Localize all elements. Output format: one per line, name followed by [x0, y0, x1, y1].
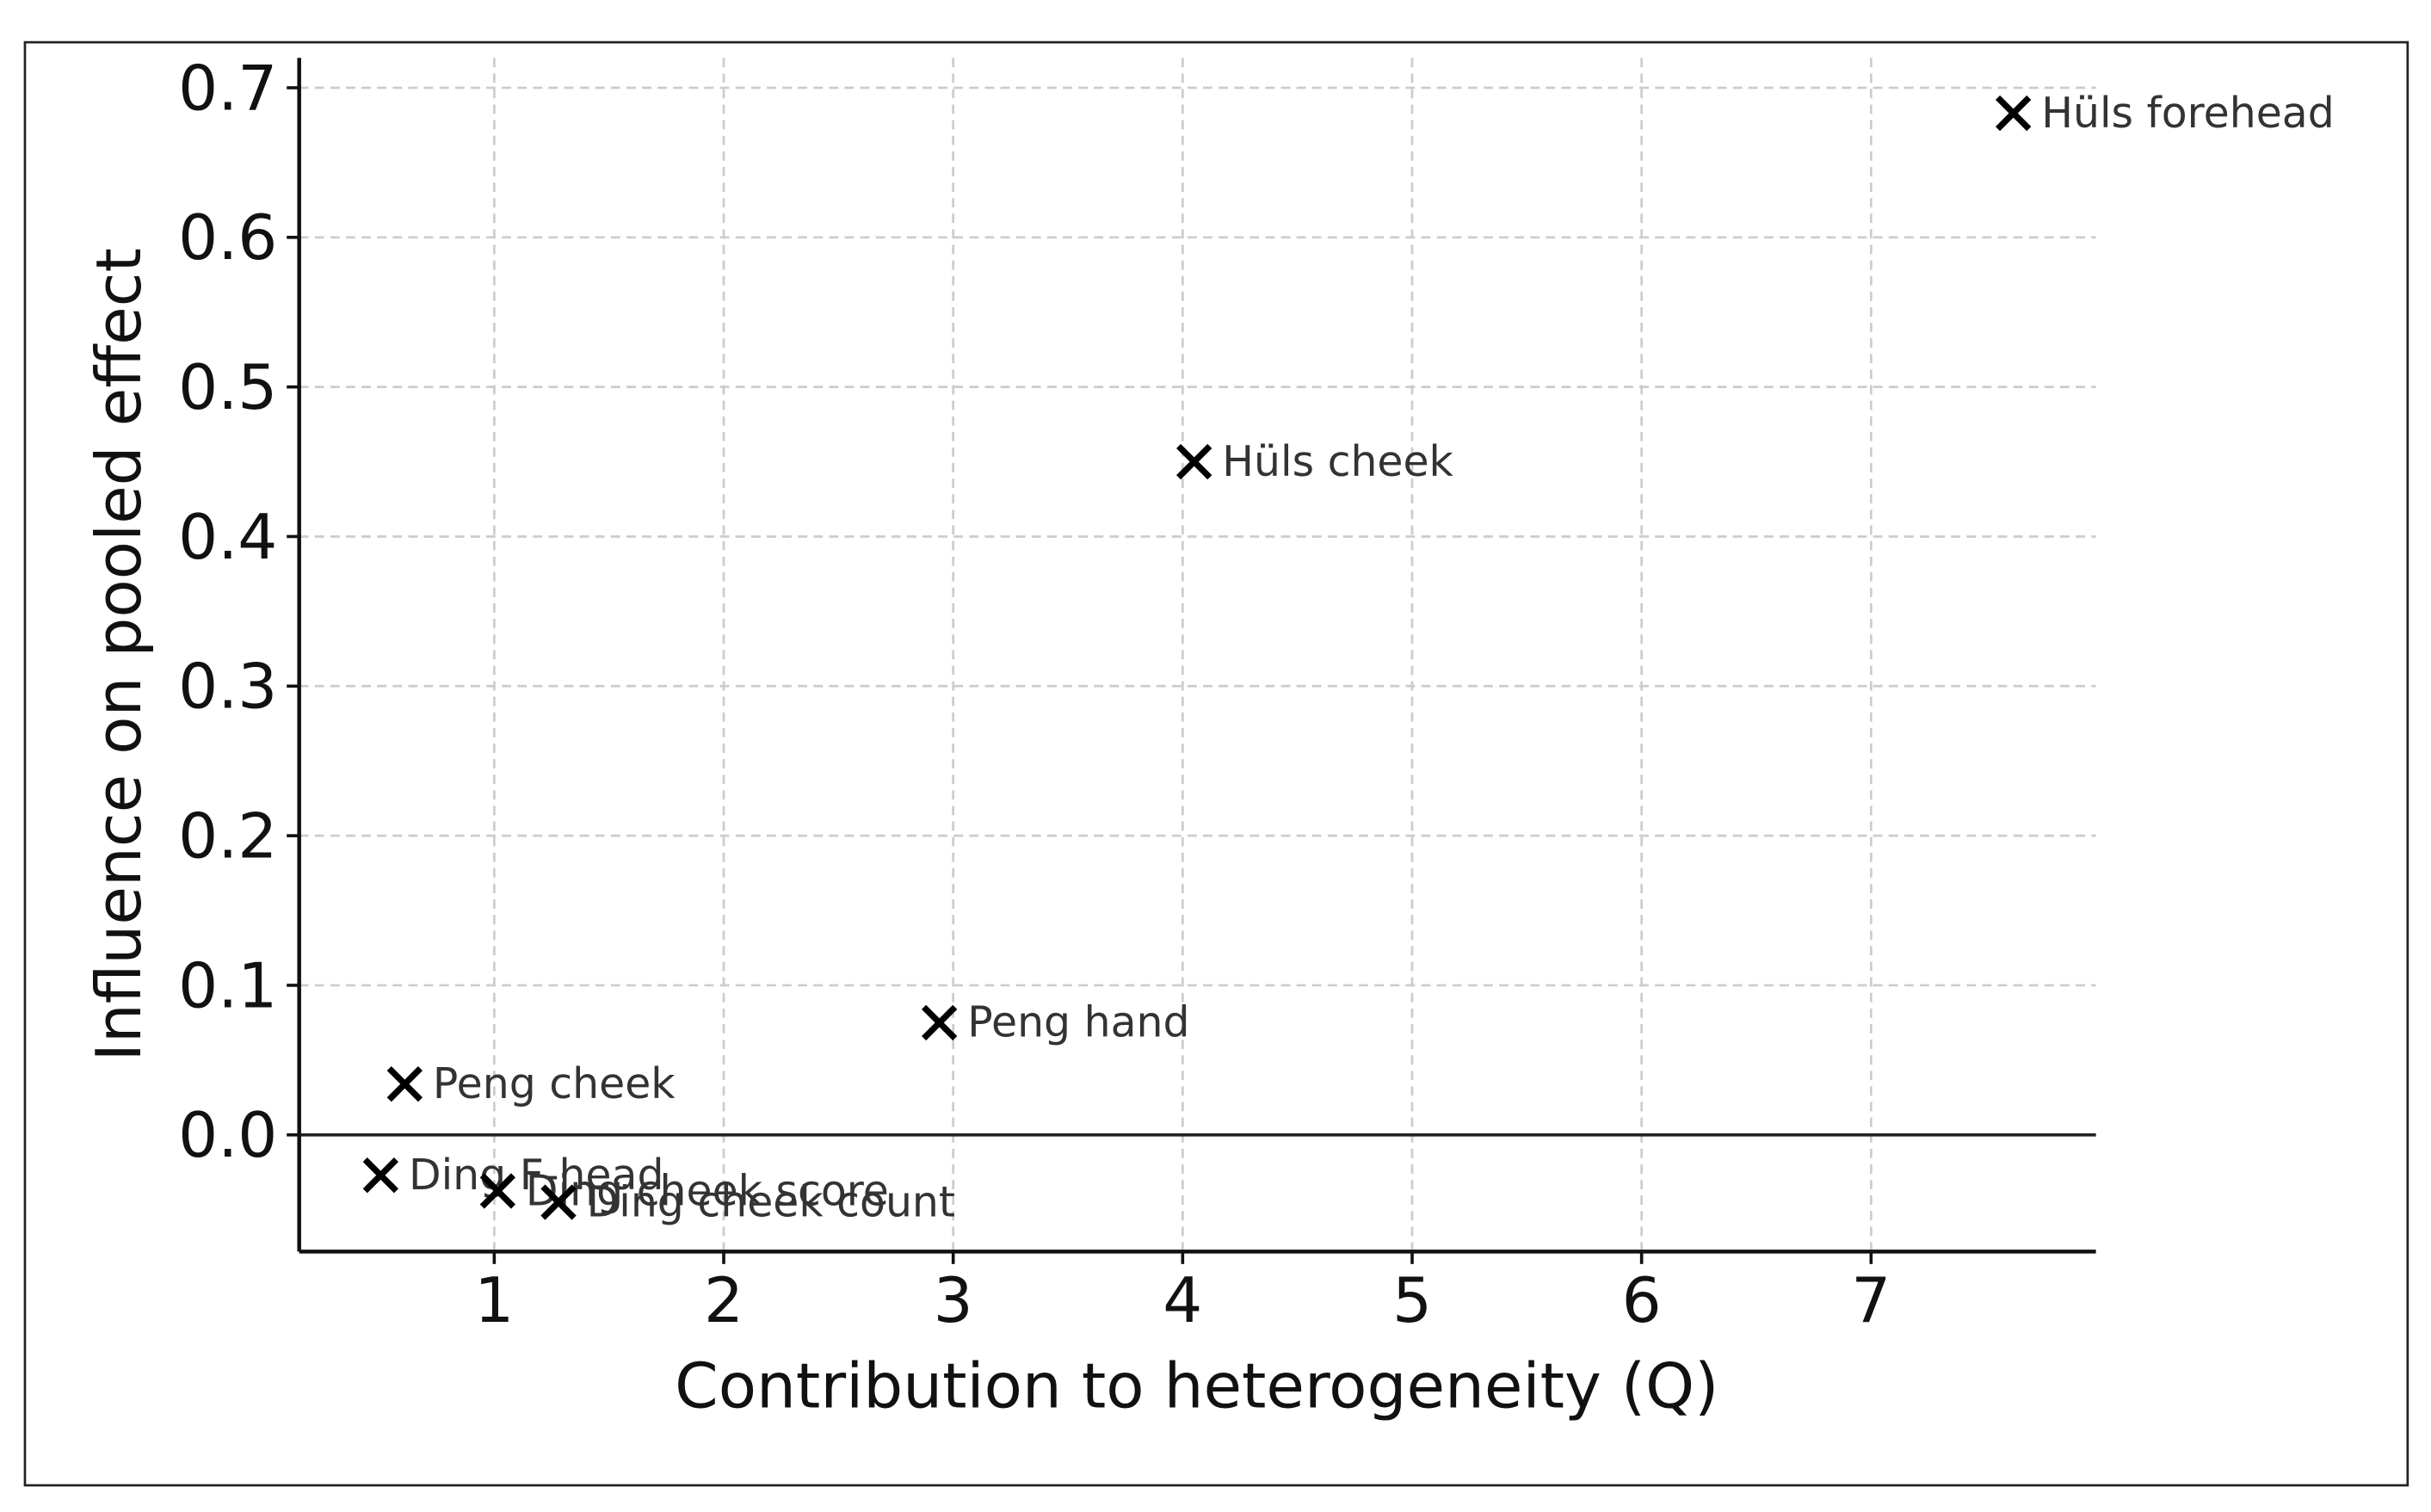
point-label: Peng hand [967, 998, 1189, 1047]
x-tick-label: 4 [1163, 1265, 1202, 1337]
y-tick-label: 0.0 [178, 1100, 277, 1172]
y-tick-label: 0.1 [178, 950, 277, 1022]
point [540, 1184, 577, 1220]
point [1176, 443, 1212, 480]
x-tick-label: 2 [704, 1265, 743, 1337]
y-axis-label: Influence on pooled effect [83, 248, 156, 1061]
x-tick-label: 7 [1851, 1265, 1891, 1337]
point-label: Hüls forehead [2041, 89, 2335, 138]
y-tick-label: 0.5 [178, 352, 277, 424]
point [362, 1157, 399, 1194]
x-tick-label: 1 [474, 1265, 514, 1337]
point [386, 1066, 423, 1102]
x-tick-label: 6 [1622, 1265, 1662, 1337]
frame [23, 40, 2409, 1487]
point-label: Hüls cheek [1222, 437, 1453, 486]
y-tick-label: 0.2 [178, 800, 277, 873]
point-label: Ding cheek score [526, 1166, 889, 1215]
x-tick-label: 3 [934, 1265, 973, 1337]
x-axis-label: Contribution to heterogeneity (Q) [675, 1350, 1718, 1423]
y-tick-label: 0.4 [178, 502, 277, 574]
point-label: Ding F-head [409, 1151, 664, 1200]
point-label: Ding cheek count [587, 1177, 955, 1226]
point [922, 1004, 958, 1041]
y-tick-label: 0.6 [178, 202, 277, 275]
point [1995, 95, 2032, 132]
point-label: Peng cheek [433, 1059, 676, 1108]
point [479, 1173, 516, 1209]
y-tick-label: 0.7 [178, 52, 277, 125]
x-tick-label: 5 [1392, 1265, 1432, 1337]
y-tick-label: 0.3 [178, 651, 277, 724]
